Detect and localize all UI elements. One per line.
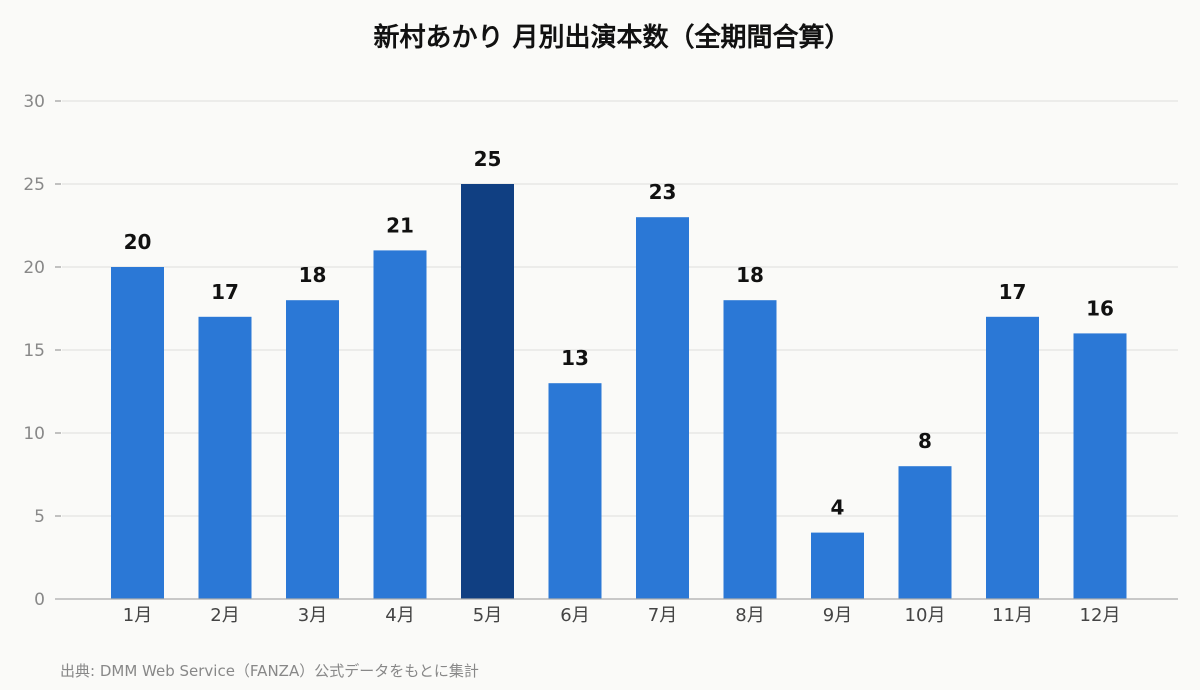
x-tick-label: 7月 <box>648 605 677 626</box>
bar <box>286 300 339 599</box>
y-tick-label: 25 <box>23 175 45 195</box>
x-tick-label: 11月 <box>992 605 1033 626</box>
y-tick-label: 0 <box>34 590 45 610</box>
bar <box>811 532 864 599</box>
x-tick-label: 5月 <box>473 605 502 626</box>
x-tick-label: 10月 <box>905 605 946 626</box>
bar <box>986 316 1039 599</box>
x-tick-label: 3月 <box>298 605 327 626</box>
y-tick-label: 20 <box>23 258 45 278</box>
value-label: 8 <box>918 429 932 453</box>
x-tick-label: 12月 <box>1080 605 1121 626</box>
value-labels: 20 17 18 21 25 13 23 18 4 8 17 16 <box>124 147 1114 520</box>
y-tick-label: 5 <box>34 507 45 527</box>
value-label: 13 <box>561 346 589 370</box>
x-tick-label: 9月 <box>823 605 852 626</box>
y-axis: 0 5 10 15 20 25 30 <box>23 92 61 610</box>
value-label: 25 <box>474 147 502 171</box>
x-axis: 1月 2月 3月 4月 5月 6月 7月 8月 9月 10月 11月 12月 <box>123 605 1121 626</box>
bar <box>898 466 952 599</box>
x-tick-label: 2月 <box>210 605 239 626</box>
bar <box>1073 333 1127 599</box>
x-tick-label: 1月 <box>123 605 152 626</box>
value-label: 17 <box>999 280 1027 304</box>
bar <box>548 383 602 599</box>
value-label: 23 <box>649 180 677 204</box>
y-tick-label: 15 <box>23 341 45 361</box>
bar <box>111 267 164 599</box>
value-label: 16 <box>1086 296 1114 320</box>
x-tick-label: 6月 <box>560 605 589 626</box>
x-tick-label: 4月 <box>385 605 414 626</box>
y-tick-label: 10 <box>23 424 45 444</box>
bar <box>198 316 252 599</box>
x-tick-label: 8月 <box>735 605 764 626</box>
value-label: 18 <box>299 263 327 287</box>
value-label: 18 <box>736 263 764 287</box>
bar <box>636 217 689 599</box>
bar <box>461 184 514 599</box>
source-note: 出典: DMM Web Service（FANZA）公式データをもとに集計 <box>60 662 479 680</box>
value-label: 4 <box>831 496 845 520</box>
bar <box>723 300 777 599</box>
chart-title: 新村あかり 月別出演本数（全期間合算） <box>373 22 850 53</box>
y-tick-label: 30 <box>23 92 45 112</box>
bar <box>373 250 427 599</box>
value-label: 21 <box>386 213 414 237</box>
value-label: 20 <box>124 230 152 254</box>
value-label: 17 <box>211 280 239 304</box>
bars <box>111 184 1127 599</box>
